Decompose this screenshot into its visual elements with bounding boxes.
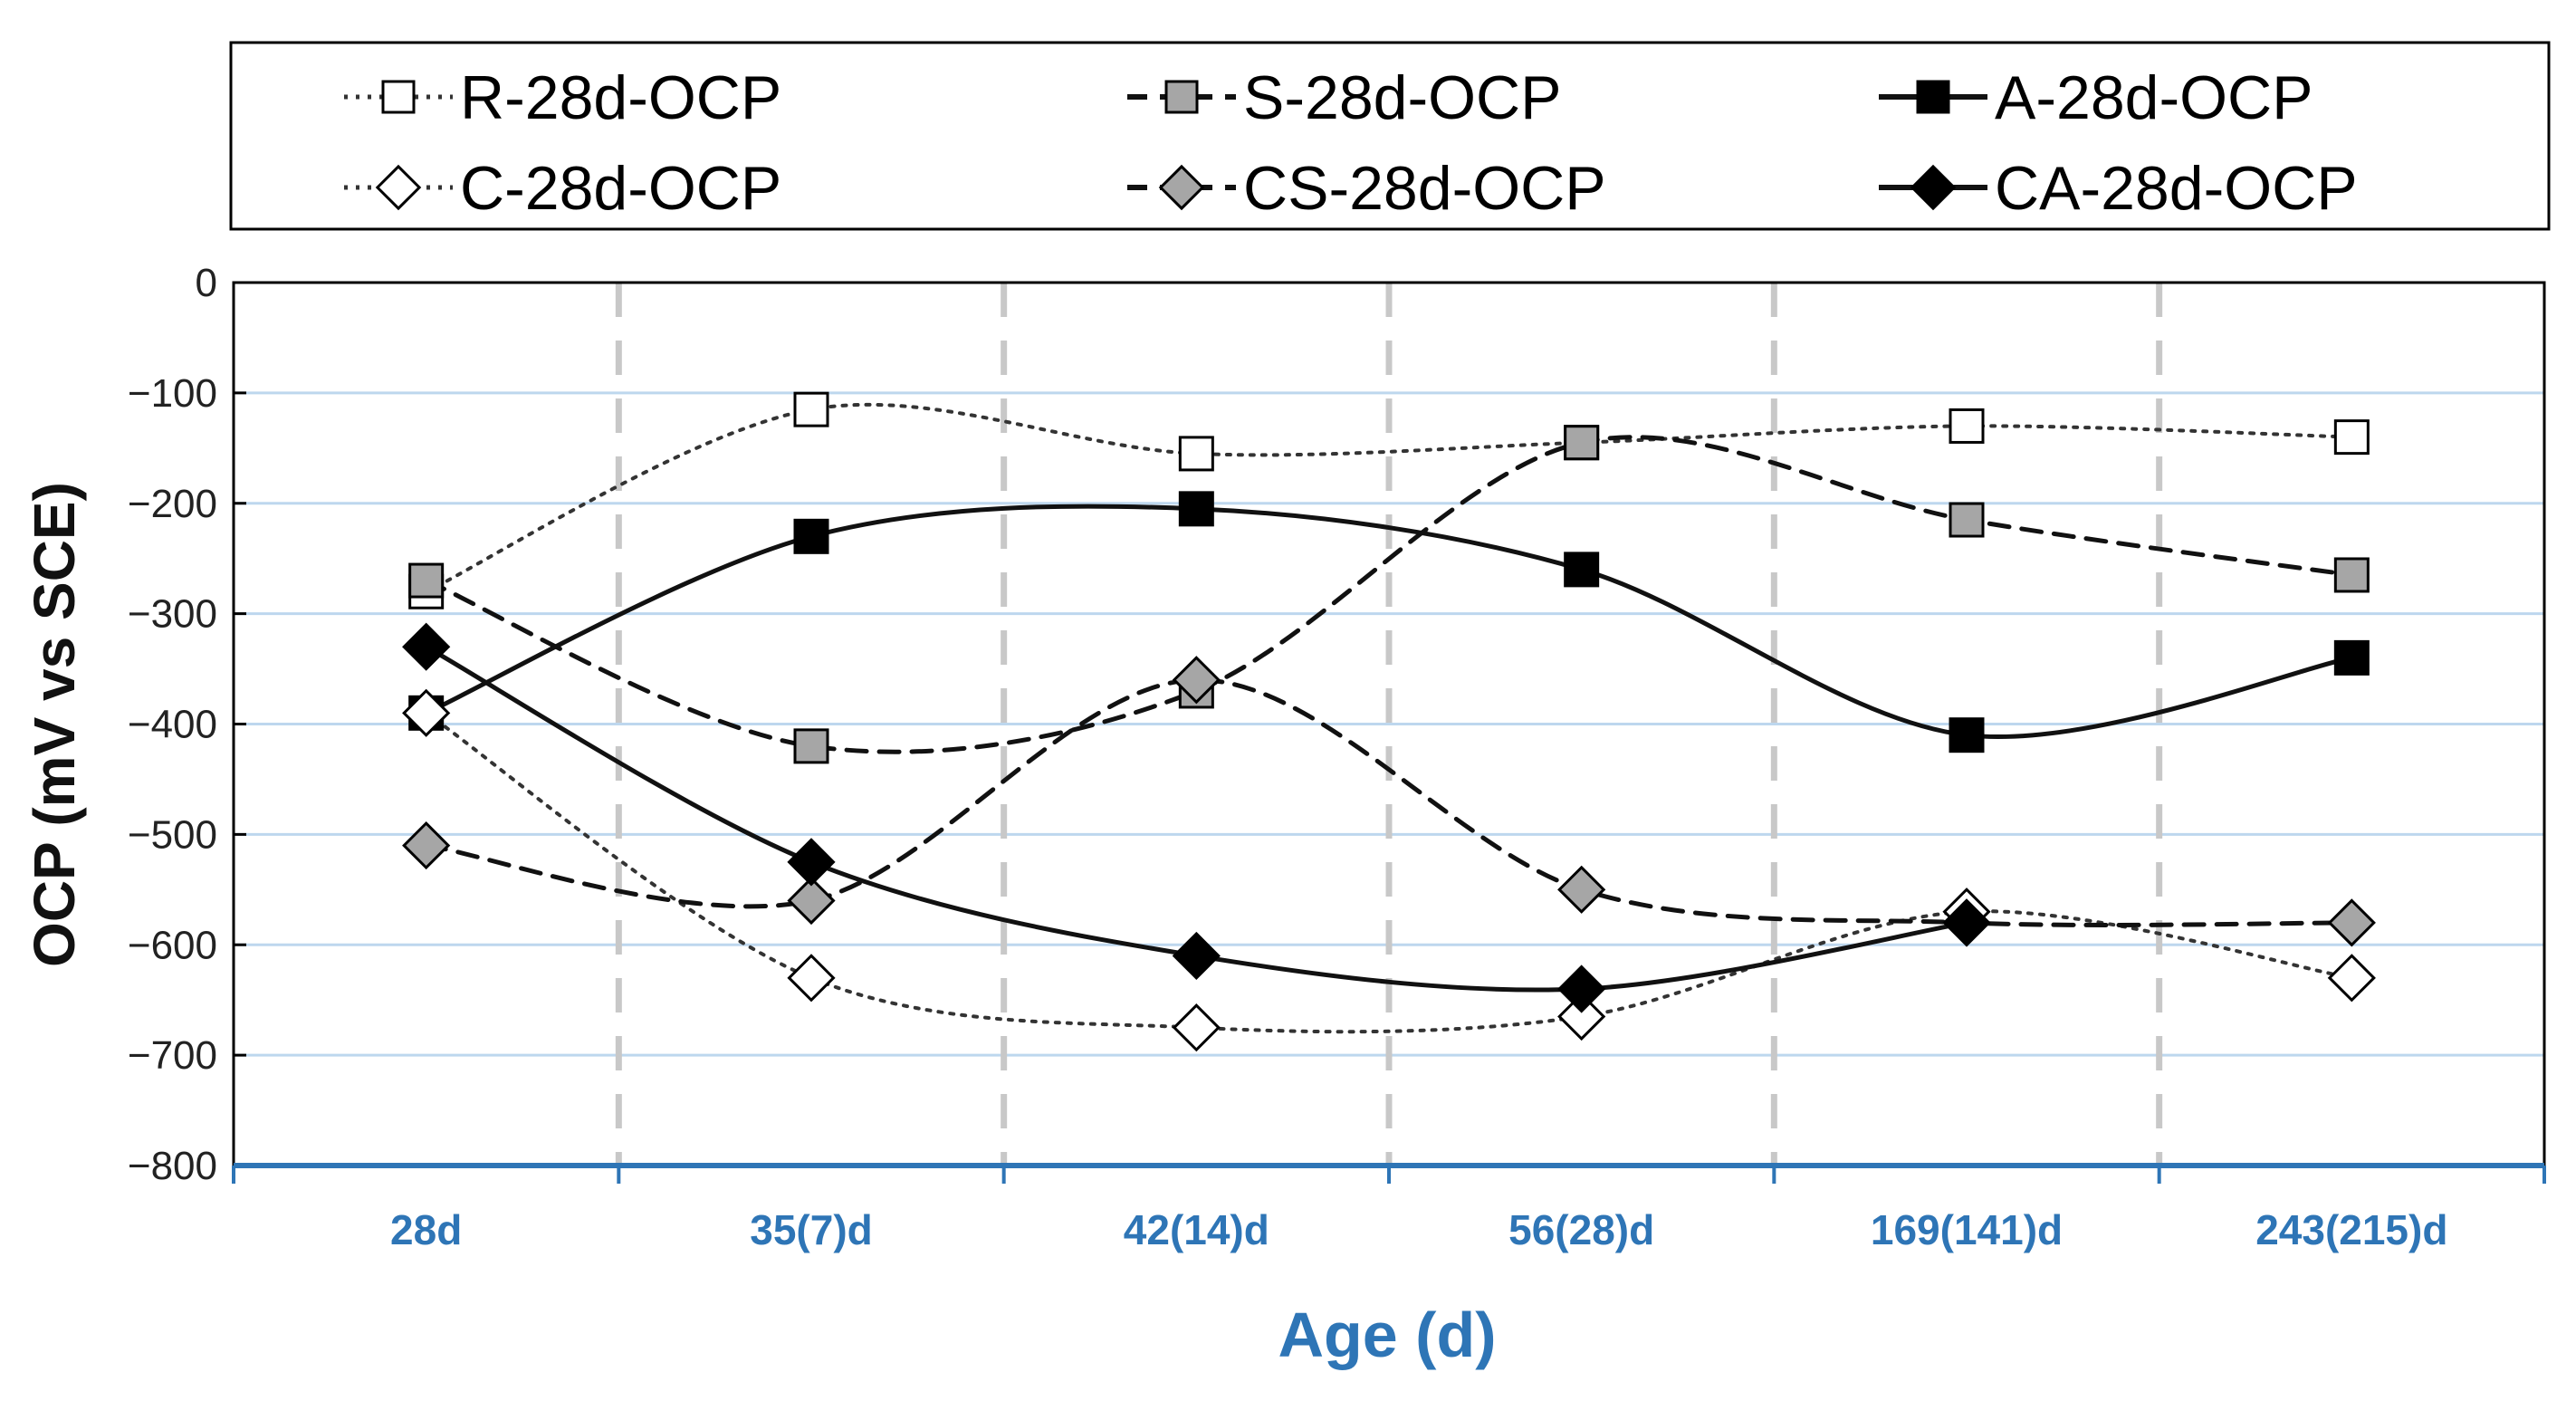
- legend-label: C-28d-OCP: [460, 154, 781, 223]
- data-point-ca-28d-ocp: [787, 838, 836, 887]
- data-point-s-28d-ocp: [1949, 502, 1985, 538]
- data-point-a-28d-ocp: [1178, 491, 1214, 527]
- legend-marker-a-28d-ocp: [1916, 80, 1950, 114]
- data-point-r-28d-ocp: [1178, 436, 1214, 472]
- data-point-a-28d-ocp: [1564, 552, 1600, 588]
- y-tick-label: −500: [128, 812, 217, 857]
- data-point-c-28d-ocp: [2327, 954, 2376, 1003]
- y-tick-label: −600: [128, 923, 217, 967]
- data-point-a-28d-ocp: [793, 518, 829, 554]
- data-point-s-28d-ocp: [408, 562, 445, 599]
- legend-marker-r-28d-ocp: [381, 80, 416, 114]
- series-line-a-28d-ocp: [424, 504, 2354, 740]
- data-point-cs-28d-ocp: [402, 820, 451, 870]
- x-axis-title: Age (d): [1278, 1300, 1496, 1370]
- data-point-c-28d-ocp: [402, 688, 451, 737]
- data-point-r-28d-ocp: [1949, 408, 1985, 444]
- plot-area: 0 −100 −200 −300 −400 −500 −600 −700 −800 28d 35(…: [128, 261, 2546, 1253]
- legend-label: R-28d-OCP: [460, 63, 781, 132]
- data-point-cs-28d-ocp: [2327, 898, 2376, 947]
- data-point-ca-28d-ocp: [1942, 898, 1991, 947]
- x-tick-label: 35(7)d: [750, 1206, 872, 1253]
- x-tick-label: 169(141)d: [1871, 1206, 2063, 1253]
- legend-label: S-28d-OCP: [1243, 63, 1561, 132]
- data-point-r-28d-ocp: [793, 391, 829, 427]
- legend-marker-c-28d-ocp: [375, 164, 422, 211]
- legend: R-28d-OCP S-28d-OCP A-28d-OCP C-28d-OCP CS-2…: [229, 41, 2551, 231]
- series-line-s-28d-ocp: [424, 435, 2354, 754]
- y-tick-label: −700: [128, 1033, 217, 1078]
- series-line-r-28d-ocp: [424, 402, 2354, 594]
- x-tick-label: 28d: [390, 1206, 462, 1253]
- legend-label: A-28d-OCP: [1995, 63, 2313, 132]
- legend-marker-cs-28d-ocp: [1158, 164, 1205, 211]
- y-axis-title: OCP (mV vs SCE): [22, 482, 87, 967]
- y-tick-label: −400: [128, 703, 217, 747]
- data-point-ca-28d-ocp: [402, 622, 451, 671]
- x-tick-label: 243(215)d: [2255, 1206, 2447, 1253]
- data-point-s-28d-ocp: [793, 728, 829, 764]
- y-tick-label: −300: [128, 592, 217, 637]
- data-point-cs-28d-ocp: [787, 876, 836, 926]
- legend-marker-s-28d-ocp: [1164, 80, 1199, 114]
- data-point-c-28d-ocp: [1172, 1003, 1221, 1052]
- y-tick-label: −100: [128, 371, 217, 416]
- data-point-s-28d-ocp: [2333, 557, 2370, 593]
- data-point-a-28d-ocp: [2333, 639, 2370, 676]
- x-tick-label: 56(28)d: [1508, 1206, 1654, 1253]
- data-point-c-28d-ocp: [1557, 992, 1606, 1041]
- data-point-r-28d-ocp: [2333, 419, 2370, 456]
- data-point-ca-28d-ocp: [1557, 964, 1606, 1013]
- data-point-cs-28d-ocp: [1172, 656, 1221, 705]
- x-tick-label: 42(14)d: [1124, 1206, 1269, 1253]
- data-point-ca-28d-ocp: [1172, 931, 1221, 981]
- legend-label: CS-28d-OCP: [1243, 154, 1606, 223]
- y-tick-label: 0: [196, 261, 217, 305]
- legend-frame: [229, 41, 2551, 231]
- data-point-cs-28d-ocp: [1557, 865, 1606, 914]
- data-point-c-28d-ocp: [787, 954, 836, 1003]
- legend-marker-ca-28d-ocp: [1910, 164, 1957, 211]
- y-tick-label: −200: [128, 482, 217, 526]
- series-line-cs-28d-ocp: [424, 677, 2354, 927]
- y-tick-label: −800: [128, 1144, 217, 1188]
- data-point-s-28d-ocp: [1564, 425, 1600, 461]
- legend-label: CA-28d-OCP: [1995, 154, 2358, 223]
- data-point-a-28d-ocp: [1949, 717, 1985, 753]
